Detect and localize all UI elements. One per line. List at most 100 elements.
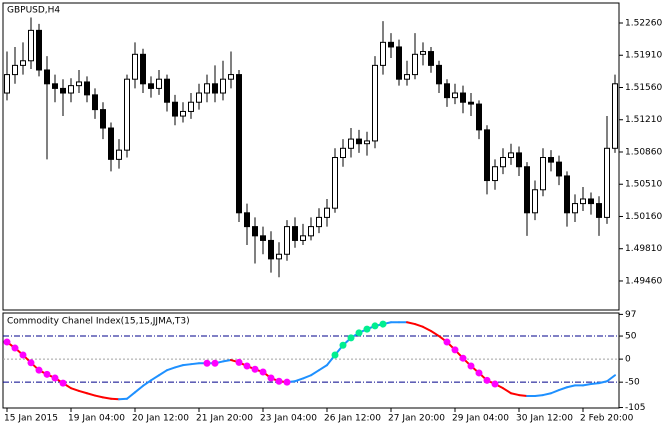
- signal-dot: [283, 378, 291, 386]
- cci-segment: [598, 380, 608, 385]
- signal-dot: [355, 329, 363, 337]
- x-tick-label: 26 Jan 12:00: [324, 414, 381, 424]
- candle-body: [508, 152, 514, 159]
- candle-body: [388, 41, 394, 48]
- candle-body: [356, 138, 362, 145]
- y-tick-label: -105: [625, 403, 645, 413]
- candle-body: [284, 226, 290, 255]
- candle-body: [28, 29, 34, 62]
- signal-dot: [443, 338, 451, 346]
- y-tick-label: 1.49460: [625, 276, 662, 286]
- candle-body: [428, 51, 434, 66]
- candle-body: [124, 78, 130, 151]
- candle-body: [252, 226, 258, 237]
- signal-dot: [459, 354, 467, 362]
- cci-segment: [70, 387, 80, 392]
- candle-body: [276, 253, 282, 260]
- candle-body: [204, 83, 210, 94]
- signal-dot: [331, 351, 339, 359]
- candle-body: [244, 212, 250, 228]
- candle-body: [76, 81, 82, 87]
- signal-dot: [11, 344, 19, 352]
- candle-body: [60, 87, 66, 94]
- signal-dot: [379, 320, 387, 328]
- signal-dot: [251, 365, 259, 373]
- candle-body: [396, 46, 402, 80]
- candle-body: [564, 175, 570, 214]
- cci-segment: [310, 369, 320, 377]
- candle-body: [188, 101, 194, 112]
- cci-segment: [86, 392, 96, 397]
- cci-segment: [302, 374, 312, 380]
- signal-dot: [475, 369, 483, 377]
- candle-body: [148, 83, 154, 89]
- candle-body: [156, 78, 162, 89]
- signal-dot: [19, 351, 27, 359]
- signal-dot: [483, 376, 491, 384]
- cci-segment: [222, 359, 232, 363]
- candle-body: [596, 203, 602, 218]
- chart-title: GBPUSD,H4: [7, 6, 60, 16]
- y-tick-label: 0: [625, 355, 631, 365]
- candle-body: [84, 81, 90, 96]
- y-tick-label: 1.50160: [625, 212, 662, 222]
- candle-body: [468, 101, 474, 105]
- signal-dot: [35, 366, 43, 374]
- candle-body: [324, 207, 330, 218]
- candle-body: [12, 64, 18, 76]
- candle-body: [316, 216, 322, 228]
- candle-body: [444, 83, 450, 99]
- cci-segment: [94, 394, 104, 399]
- cci-segment: [422, 325, 432, 332]
- signal-dot: [235, 358, 243, 366]
- candle-body: [540, 157, 546, 191]
- cci-segment: [502, 387, 512, 395]
- indicator-panel: [2, 312, 620, 409]
- candle-body: [68, 85, 74, 94]
- candle-body: [220, 78, 226, 94]
- candle-body: [132, 53, 138, 80]
- signal-dot: [467, 362, 475, 370]
- candle-body: [140, 53, 146, 85]
- candle-body: [412, 53, 418, 76]
- cci-segment: [78, 389, 88, 395]
- y-tick-label: 1.50860: [625, 147, 662, 157]
- signal-dot: [203, 359, 211, 367]
- y-tick-label: 1.49810: [625, 244, 662, 254]
- candle-body: [372, 64, 378, 142]
- candle-body: [436, 64, 442, 85]
- y-tick-label: 97: [625, 310, 636, 320]
- cci-segment: [318, 364, 328, 372]
- candle-body: [340, 147, 346, 159]
- candle-body: [116, 149, 122, 160]
- candle-body: [268, 239, 274, 260]
- candle-body: [420, 51, 426, 55]
- cci-segment: [134, 384, 144, 394]
- candle-body: [44, 69, 50, 85]
- candle-body: [332, 157, 338, 209]
- candle-body: [492, 166, 498, 182]
- x-tick-label: 21 Jan 20:00: [196, 414, 253, 424]
- cci-segment: [182, 363, 192, 367]
- candle-body: [292, 226, 298, 241]
- signal-dot: [275, 377, 283, 385]
- y-tick-label: 1.51210: [625, 115, 662, 125]
- x-tick-label: 20 Jan 12:00: [132, 414, 189, 424]
- candle-body: [20, 60, 26, 66]
- signal-dot: [59, 379, 67, 387]
- signal-dot: [267, 374, 275, 382]
- x-tick-label: 27 Jan 20:00: [388, 414, 445, 424]
- cci-segment: [606, 374, 616, 383]
- cci-segment: [174, 364, 184, 369]
- signal-dot: [211, 359, 219, 367]
- cci-segment: [518, 394, 528, 398]
- signal-dot: [371, 322, 379, 330]
- candle-body: [196, 92, 202, 103]
- candle-body: [36, 29, 42, 71]
- cci-segment: [542, 392, 552, 397]
- candle-body: [172, 101, 178, 117]
- candle-body: [212, 83, 218, 94]
- signal-dot: [51, 374, 59, 382]
- x-tick-label: 29 Jan 04:00: [452, 414, 509, 424]
